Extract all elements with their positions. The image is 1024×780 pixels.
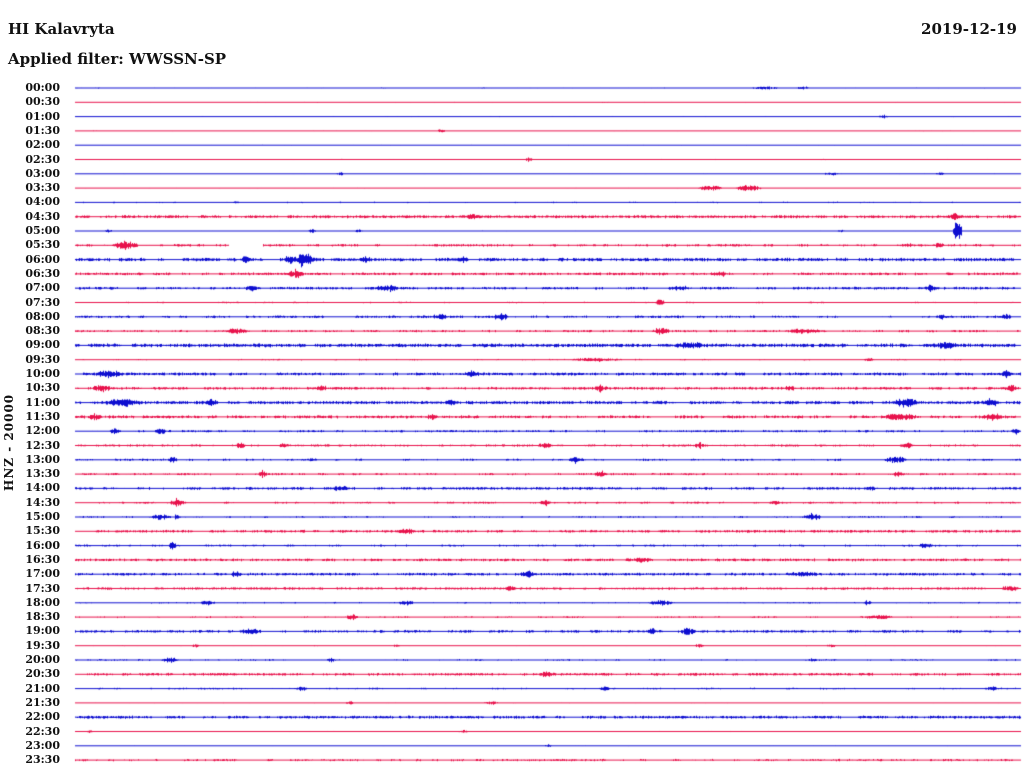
row-time-label: 23:30: [25, 753, 60, 767]
row-time-label: 14:30: [25, 495, 60, 509]
row-time-label: 01:30: [25, 123, 60, 137]
row-time-label: 00:00: [25, 81, 60, 94]
row-time-label: 03:30: [25, 181, 60, 195]
row-time-label: 16:30: [25, 552, 60, 566]
row-time-label: 02:00: [25, 138, 60, 152]
row-time-label: 21:00: [25, 681, 60, 695]
row-time-label: 22:30: [25, 724, 60, 738]
row-time-label: 06:00: [25, 252, 60, 266]
row-time-label: 08:00: [25, 309, 60, 323]
row-time-label: 10:30: [25, 381, 60, 395]
row-time-label: 17:00: [25, 567, 60, 581]
row-time-label: 09:00: [25, 338, 60, 352]
row-time-label: 12:00: [25, 424, 60, 438]
row-time-label: 18:30: [25, 610, 60, 624]
row-time-label: 04:00: [25, 195, 60, 209]
time-axis: 00:00 00:30 01:00 01:30 02:00 02:30 03:00 03:30…: [0, 0, 62, 780]
row-time-label: 09:30: [25, 352, 60, 366]
row-time-label: 04:30: [25, 209, 60, 223]
row-time-label: 11:00: [25, 395, 60, 409]
row-time-label: 16:00: [25, 538, 60, 552]
row-time-label: 21:30: [25, 695, 60, 709]
row-time-label: 13:00: [25, 452, 60, 466]
row-time-label: 05:00: [25, 224, 60, 237]
row-time-label: 02:30: [25, 152, 60, 166]
row-time-label: 19:00: [25, 624, 60, 638]
row-time-label: 07:00: [25, 281, 60, 295]
row-time-label: 06:30: [25, 266, 60, 280]
row-time-label: 17:30: [25, 581, 60, 595]
row-time-label: 15:30: [25, 524, 60, 538]
row-time-label: 05:30: [25, 238, 60, 252]
row-time-label: 23:00: [25, 738, 60, 752]
row-time-label: 01:00: [25, 109, 60, 123]
row-time-label: 08:30: [25, 324, 60, 338]
row-time-label: 15:00: [25, 510, 60, 523]
row-time-label: 20:00: [25, 653, 60, 666]
row-time-label: 12:30: [25, 438, 60, 452]
row-time-label: 07:30: [25, 295, 60, 309]
row-time-label: 18:00: [25, 595, 60, 609]
row-time-label: 11:30: [25, 409, 60, 423]
row-time-label: 22:00: [25, 710, 60, 724]
row-time-label: 10:00: [25, 367, 60, 380]
row-time-label: 20:30: [25, 667, 60, 681]
row-time-label: 14:00: [25, 481, 60, 495]
row-time-label: 03:00: [25, 166, 60, 180]
row-time-label: 19:30: [25, 638, 60, 652]
row-time-label: 13:30: [25, 467, 60, 481]
row-time-label: 00:30: [25, 95, 60, 109]
